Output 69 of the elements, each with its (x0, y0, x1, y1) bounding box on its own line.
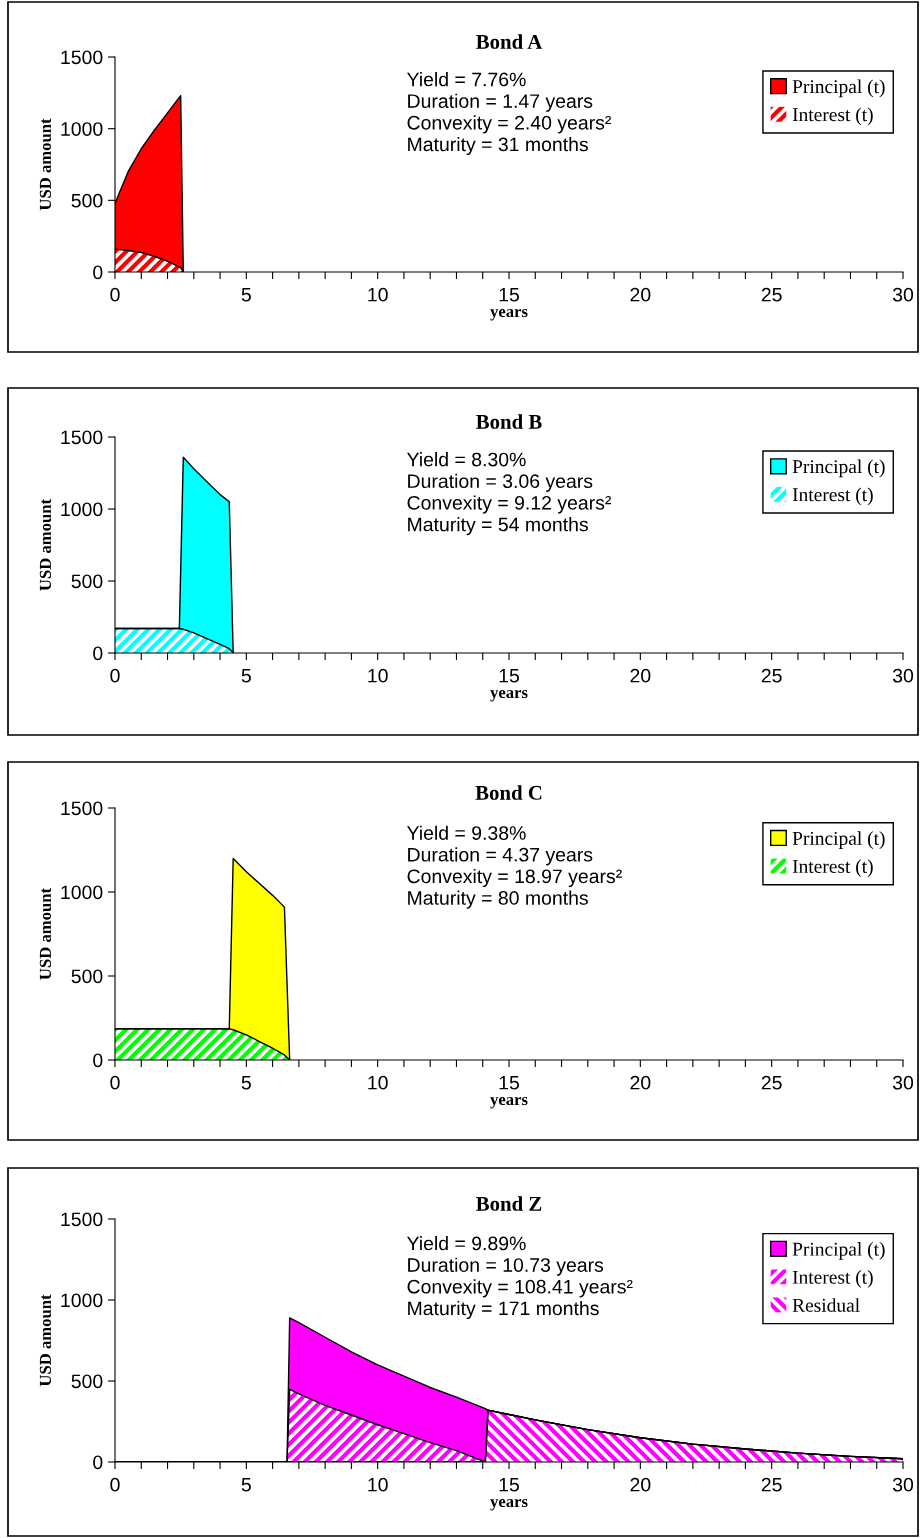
x-tick-label: 30 (892, 1075, 914, 1090)
x-tick-label: 15 (499, 1477, 519, 1492)
x-axis-title: years (490, 690, 528, 702)
x-tick-label: 10 (368, 1075, 388, 1090)
y-tick-label: 500 (71, 969, 103, 984)
y-tick-label: 500 (71, 574, 103, 589)
legend-label: Principal (t) (792, 1242, 885, 1260)
annotation: Yield = 8.30% Duration = 3.06 years Convexity = 9.12 years² Maturity = 54 months (406, 452, 611, 536)
legend-label: Principal (t) (792, 831, 885, 849)
y-tick-label: 0 (93, 646, 103, 661)
x-tick-label: 20 (630, 1075, 651, 1090)
x-tick-label: 5 (241, 287, 251, 302)
legend-label: Principal (t) (792, 79, 885, 98)
x-tick-label: 30 (892, 1477, 914, 1492)
y-tick-label: 0 (93, 1455, 103, 1470)
x-tick-label: 20 (630, 668, 651, 683)
legend-label: Principal (t) (792, 459, 885, 478)
legend-label: Interest (t) (792, 1270, 873, 1288)
x-axis-title: years (490, 309, 528, 321)
legend-label: Interest (t) (792, 859, 873, 877)
x-tick-label: 0 (110, 1075, 120, 1090)
x-tick-label: 0 (110, 287, 120, 302)
x-tick-label: 25 (761, 1075, 782, 1090)
x-tick-label: 30 (892, 287, 914, 302)
y-tick-label: 1500 (61, 430, 103, 445)
chart-title: Bond C (475, 785, 542, 800)
annotation: Yield = 9.89% Duration = 10.73 years Convexity = 108.41 years² Maturity = 171 months (406, 1236, 633, 1320)
x-tick-label: 5 (241, 668, 251, 683)
x-tick-label: 20 (630, 1477, 651, 1492)
x-tick-label: 5 (241, 1477, 251, 1492)
x-tick-label: 25 (761, 1477, 782, 1492)
y-axis-title: USD amount (39, 118, 52, 211)
chart-title: Bond Z (476, 1196, 542, 1211)
x-tick-label: 30 (892, 668, 914, 683)
y-tick-label: 0 (93, 1053, 103, 1068)
y-tick-label: 0 (93, 265, 103, 280)
annotation: Yield = 9.38% Duration = 4.37 years Convexity = 18.97 years² Maturity = 80 months (406, 825, 622, 909)
x-tick-label: 10 (368, 1477, 388, 1492)
y-axis-title: USD amount (39, 1294, 52, 1387)
y-tick-label: 1000 (61, 502, 103, 517)
legend-label: Interest (t) (792, 487, 873, 506)
legend-label: Residual (792, 1298, 860, 1312)
x-tick-label: 10 (368, 668, 388, 683)
chart-title: Bond A (476, 34, 543, 49)
legend-label: Interest (t) (792, 107, 873, 126)
x-tick-label: 0 (110, 1477, 120, 1492)
x-axis-title: years (490, 1499, 528, 1511)
y-axis-title: USD amount (39, 888, 52, 980)
y-tick-label: 1000 (61, 1293, 103, 1308)
x-tick-label: 10 (368, 287, 388, 302)
annotation: Yield = 7.76% Duration = 1.47 years Convexity = 2.40 years² Maturity = 31 months (406, 72, 611, 156)
y-axis-title: USD amount (39, 499, 52, 591)
y-tick-label: 500 (71, 1374, 103, 1389)
chart-title: Bond B (476, 414, 542, 429)
y-tick-label: 1000 (61, 885, 103, 900)
x-tick-label: 5 (241, 1075, 251, 1090)
x-tick-label: 15 (499, 668, 519, 683)
x-tick-label: 25 (761, 287, 782, 302)
x-tick-label: 15 (499, 1075, 519, 1090)
x-tick-label: 15 (499, 287, 519, 302)
y-tick-label: 1000 (61, 122, 103, 136)
x-axis-title: years (490, 1097, 528, 1109)
x-tick-label: 0 (110, 668, 120, 683)
y-tick-label: 1500 (61, 801, 103, 816)
y-tick-label: 1500 (61, 50, 103, 65)
y-tick-label: 1500 (61, 1212, 103, 1227)
x-tick-label: 20 (630, 287, 651, 302)
x-tick-label: 25 (761, 668, 782, 683)
y-tick-label: 500 (71, 193, 103, 208)
